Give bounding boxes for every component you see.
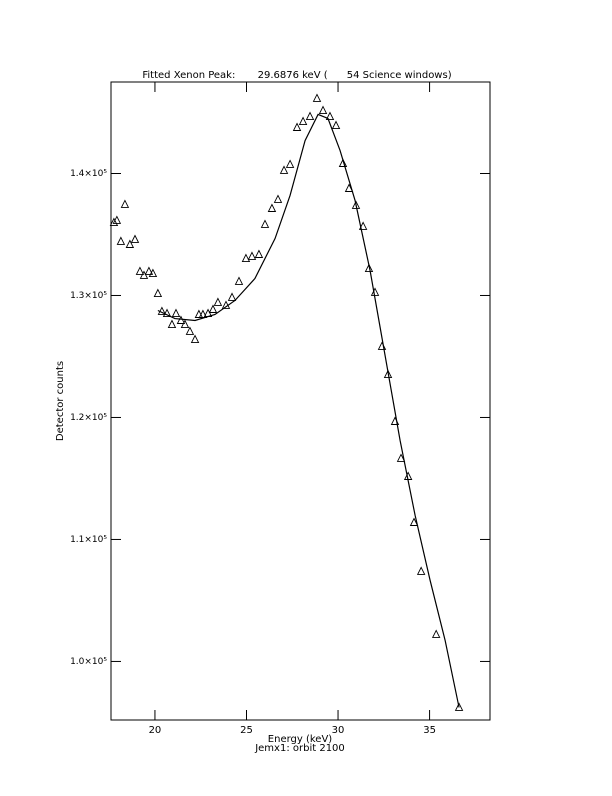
data-point [180, 319, 190, 328]
y-tick-label: 1.0×10⁵ [70, 657, 107, 667]
data-point [298, 116, 308, 125]
data-point [279, 165, 289, 174]
data-point [109, 217, 119, 226]
data-point [153, 288, 163, 297]
data-point [162, 308, 172, 317]
data-point [318, 105, 328, 114]
data-point [396, 453, 406, 462]
data-point [338, 158, 348, 167]
data-point [312, 93, 322, 102]
x-tick-label: 25 [240, 725, 253, 736]
data-point [116, 236, 126, 245]
subtitle: Jemx1: orbit 2100 [254, 743, 345, 754]
data-point [409, 517, 419, 526]
data-point [241, 253, 251, 262]
data-point [234, 276, 244, 285]
y-tick-label: 1.1×10⁵ [70, 535, 107, 545]
data-point [130, 234, 140, 243]
data-point [125, 239, 135, 248]
data-point [305, 111, 315, 120]
data-point [454, 702, 464, 711]
data-point [194, 309, 204, 318]
data-point [331, 120, 341, 129]
data-point [227, 292, 237, 301]
data-point [267, 203, 277, 212]
data-point [120, 199, 130, 208]
y-tick-label: 1.4×10⁵ [70, 169, 107, 179]
data-point [364, 263, 374, 272]
data-point [431, 629, 441, 638]
data-point [292, 122, 302, 131]
x-axis-label: Energy (keV) [268, 734, 333, 745]
data-point [285, 159, 295, 168]
data-point [135, 266, 145, 275]
data-point [416, 566, 426, 575]
plot-frame [110, 81, 491, 721]
data-point [325, 111, 335, 120]
data-point [176, 315, 186, 324]
chart-title: Fitted Xenon Peak: 29.6876 keV ( 54 Scie… [142, 70, 451, 81]
y-tick-label: 1.3×10⁵ [70, 291, 107, 301]
data-point [144, 266, 154, 275]
x-tick-label: 35 [423, 725, 436, 736]
data-point [190, 334, 200, 343]
data-point [273, 194, 283, 203]
fit-line [157, 113, 460, 708]
data-point [167, 319, 177, 328]
data-point [185, 326, 195, 335]
data-point [260, 219, 270, 228]
data-point [383, 369, 393, 378]
data-point [351, 200, 361, 209]
x-tick-label: 30 [332, 725, 345, 736]
data-point [148, 268, 158, 277]
data-point [171, 308, 181, 317]
data-point [213, 297, 223, 306]
y-axis-label: Detector counts [55, 361, 66, 441]
data-point [139, 270, 149, 279]
data-point [112, 215, 122, 224]
y-tick-label: 1.2×10⁵ [70, 413, 107, 423]
data-point [358, 221, 368, 230]
data-point [247, 251, 257, 260]
data-point [208, 304, 218, 313]
x-tick-label: 20 [149, 725, 162, 736]
data-point [254, 249, 264, 258]
